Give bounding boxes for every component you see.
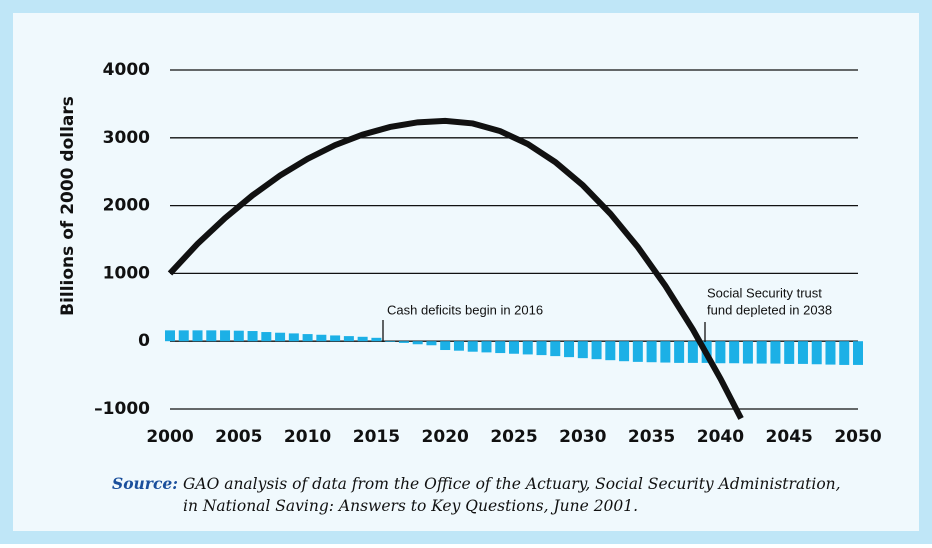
y-tick-label: 3000	[103, 128, 150, 148]
bar	[385, 341, 396, 342]
y-axis-label: Billions of 2000 dollars	[58, 96, 78, 316]
x-tick-label: 2050	[834, 427, 881, 447]
y-tick-label: 0	[138, 331, 150, 351]
x-tick-label: 2010	[284, 427, 331, 447]
bar	[165, 330, 175, 342]
annotation: Social Security trust	[707, 285, 822, 300]
bar	[467, 341, 478, 352]
x-tick-label: 2030	[559, 427, 606, 447]
bar	[495, 341, 506, 354]
bar	[632, 341, 643, 362]
bar	[770, 341, 781, 364]
x-tick-label: 2020	[422, 427, 469, 447]
y-tick-label: 2000	[103, 196, 150, 216]
x-tick-label: 2035	[628, 427, 675, 447]
bar	[742, 341, 753, 364]
bar	[811, 341, 822, 365]
source-text: GAO analysis of data from the Office of …	[183, 475, 841, 493]
bar	[605, 341, 616, 361]
y-tick-label: 4000	[103, 60, 150, 80]
bar	[316, 334, 327, 342]
bar	[206, 330, 217, 342]
bar	[357, 336, 368, 342]
bar	[646, 341, 657, 363]
annotation: fund depleted in 2038	[707, 302, 832, 317]
bar	[797, 341, 808, 364]
line	[167, 117, 744, 420]
bar	[522, 341, 533, 355]
bar	[412, 341, 423, 345]
bar	[302, 334, 313, 342]
bar	[247, 331, 258, 342]
bar	[756, 341, 767, 364]
bar	[288, 333, 299, 342]
bar	[784, 341, 795, 364]
x-tick-label: 2040	[697, 427, 744, 447]
bar	[729, 341, 740, 364]
bar	[220, 330, 231, 342]
y-tick-label: 1000	[103, 263, 150, 283]
bar	[178, 330, 189, 342]
bar	[825, 341, 836, 365]
bar	[591, 341, 602, 360]
bar	[426, 341, 437, 346]
bar	[577, 341, 588, 359]
source-text: in National Saving: Answers to Key Quest…	[183, 497, 638, 515]
bar	[853, 341, 863, 365]
x-tick-label: 2005	[215, 427, 262, 447]
bar	[550, 341, 561, 357]
bar	[564, 341, 575, 358]
bar	[261, 332, 272, 342]
bar	[233, 330, 244, 342]
x-tick-label: 2025	[490, 427, 537, 447]
bar	[715, 341, 726, 364]
x-tick-label: 2015	[353, 427, 400, 447]
bar	[275, 332, 286, 342]
bar	[481, 341, 492, 353]
bar	[509, 341, 519, 354]
x-tick-label: 2045	[766, 427, 813, 447]
x-tick-label: 2000	[146, 427, 193, 447]
bar	[687, 341, 698, 363]
bar	[674, 341, 685, 363]
bar	[330, 335, 341, 342]
plot: –1000 0 1000 2000 3000 4000 2000 2005 2010 2015 20…	[94, 60, 882, 447]
panel	[13, 13, 919, 531]
bar	[536, 341, 547, 356]
bar	[660, 341, 671, 363]
y-tick-label: –1000	[94, 399, 150, 419]
bar	[839, 341, 850, 365]
bar	[343, 336, 354, 342]
bar	[398, 341, 409, 343]
annotation: Cash deficits begin in 2016	[387, 302, 543, 317]
bar	[371, 337, 382, 342]
bar	[192, 330, 203, 342]
source-label: Source:	[112, 474, 178, 493]
bar	[440, 341, 451, 351]
bar	[453, 341, 464, 351]
bar	[619, 341, 630, 362]
